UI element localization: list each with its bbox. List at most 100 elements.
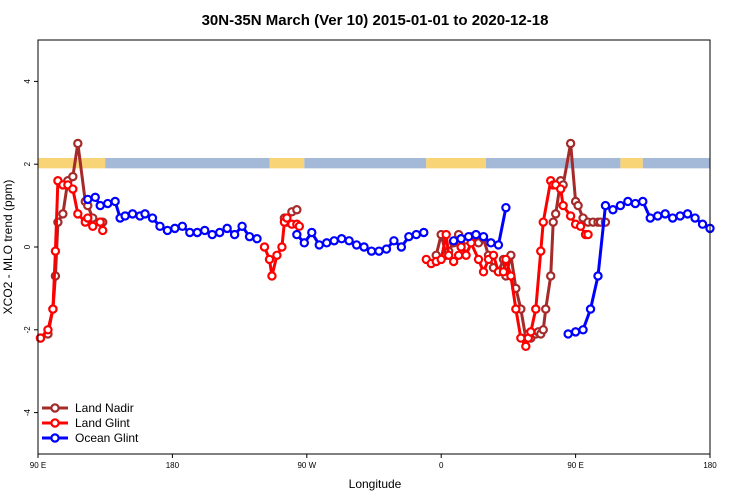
legend-label: Land Nadir bbox=[75, 401, 134, 415]
data-point-ocean-glint bbox=[630, 198, 641, 209]
x-axis-label: Longitude bbox=[349, 477, 402, 491]
y-tick-label: -4 bbox=[23, 408, 32, 416]
data-point-land-glint bbox=[98, 225, 108, 236]
y-tick-label: 4 bbox=[23, 79, 32, 84]
data-point-ocean-glint bbox=[578, 325, 588, 335]
data-point-land-glint bbox=[294, 221, 305, 231]
data-point-land-nadir bbox=[538, 325, 548, 335]
data-point-land-nadir bbox=[548, 217, 558, 227]
data-point-land-glint bbox=[277, 242, 287, 252]
data-point-land-glint bbox=[565, 211, 576, 221]
data-point-ocean-glint bbox=[615, 200, 626, 211]
data-point-land-glint bbox=[526, 327, 536, 337]
data-point-land-nadir bbox=[546, 271, 556, 281]
data-point-land-glint bbox=[272, 250, 282, 260]
data-point-ocean-glint bbox=[147, 213, 158, 223]
data-point-land-glint bbox=[453, 250, 464, 260]
band-segment-land bbox=[620, 157, 643, 169]
x-axis: 90 E 180 90 W 0 90 E 180 bbox=[30, 454, 717, 470]
band-segment-ocean bbox=[105, 157, 270, 169]
data-point-ocean-glint bbox=[411, 229, 422, 240]
data-point-ocean-glint bbox=[127, 209, 138, 219]
data-point-ocean-glint bbox=[307, 227, 317, 238]
legend-marker bbox=[50, 433, 60, 443]
data-point-ocean-glint bbox=[682, 209, 693, 219]
data-point-ocean-glint bbox=[140, 209, 150, 219]
data-point-ocean-glint bbox=[396, 242, 407, 252]
data-point-land-glint bbox=[538, 217, 548, 227]
data-point-land-glint bbox=[511, 304, 521, 314]
data-point-land-glint bbox=[264, 254, 275, 265]
data-point-ocean-glint bbox=[645, 213, 655, 223]
data-point-ocean-glint bbox=[456, 234, 466, 244]
series-land-glint bbox=[35, 176, 593, 352]
data-point-ocean-glint bbox=[244, 231, 255, 242]
x-tick-label: 90 E bbox=[30, 461, 46, 470]
data-point-ocean-glint bbox=[214, 227, 225, 238]
x-tick-label: 90 W bbox=[297, 461, 316, 470]
data-point-land-glint bbox=[50, 246, 61, 256]
data-point-land-glint bbox=[521, 341, 531, 352]
data-point-ocean-glint bbox=[493, 240, 504, 250]
data-point-ocean-glint bbox=[660, 209, 670, 219]
data-point-land-glint bbox=[583, 229, 593, 240]
data-point-land-glint bbox=[443, 250, 454, 260]
data-point-ocean-glint bbox=[83, 194, 93, 205]
legend-label: Ocean Glint bbox=[75, 431, 139, 445]
data-point-land-glint bbox=[48, 304, 58, 314]
data-point-ocean-glint bbox=[90, 192, 100, 203]
data-point-land-nadir bbox=[573, 200, 583, 211]
data-point-ocean-glint bbox=[229, 229, 240, 240]
data-point-ocean-glint bbox=[389, 236, 399, 246]
x-tick-label: 0 bbox=[439, 461, 444, 470]
series-line-land-glint bbox=[39, 179, 105, 340]
data-point-ocean-glint bbox=[110, 196, 120, 207]
legend-entry-ocean-glint: Ocean Glint bbox=[42, 431, 139, 445]
data-point-ocean-glint bbox=[653, 211, 663, 221]
y-tick-label: 0 bbox=[23, 244, 32, 249]
data-point-ocean-glint bbox=[170, 223, 180, 234]
data-point-land-nadir bbox=[73, 138, 83, 149]
data-point-ocean-glint bbox=[336, 234, 347, 244]
data-point-ocean-glint bbox=[593, 271, 603, 281]
data-point-land-glint bbox=[267, 271, 277, 281]
data-point-ocean-glint bbox=[185, 227, 195, 238]
data-point-land-glint bbox=[506, 271, 516, 281]
data-point-ocean-glint bbox=[404, 231, 414, 242]
data-point-land-glint bbox=[456, 242, 466, 252]
data-point-ocean-glint bbox=[222, 223, 232, 234]
data-point-ocean-glint bbox=[252, 234, 262, 244]
band-segment-land bbox=[38, 157, 106, 169]
data-point-ocean-glint bbox=[471, 229, 481, 240]
x-tick-label: 90 E bbox=[567, 461, 583, 470]
data-point-ocean-glint bbox=[667, 213, 678, 223]
band-segment-ocean bbox=[304, 157, 427, 169]
data-point-ocean-glint bbox=[177, 221, 188, 231]
y-tick-label: 2 bbox=[23, 161, 32, 166]
band-segment-ocean bbox=[486, 157, 621, 169]
data-point-land-glint bbox=[473, 254, 484, 265]
legend-marker bbox=[50, 418, 60, 428]
y-axis-label: XCO2 - MLO trend (ppm) bbox=[1, 180, 15, 315]
data-point-land-glint bbox=[575, 221, 586, 231]
data-point-ocean-glint bbox=[419, 227, 429, 238]
chart-title: 30N-35N March (Ver 10) 2015-01-01 to 202… bbox=[202, 12, 549, 29]
data-point-land-glint bbox=[498, 267, 509, 277]
data-point-ocean-glint bbox=[570, 327, 581, 337]
data-point-land-glint bbox=[536, 246, 546, 256]
data-point-ocean-glint bbox=[292, 229, 302, 240]
plot-frame bbox=[37, 39, 711, 455]
band-segment-land bbox=[269, 157, 305, 169]
data-point-ocean-glint bbox=[207, 229, 217, 240]
data-point-ocean-glint bbox=[237, 221, 247, 231]
data-point-ocean-glint bbox=[448, 236, 459, 246]
land-ocean-band bbox=[38, 157, 710, 169]
data-point-land-glint bbox=[95, 217, 105, 227]
data-point-land-glint bbox=[35, 333, 46, 343]
data-point-ocean-glint bbox=[162, 225, 173, 236]
data-point-ocean-glint bbox=[638, 196, 648, 207]
legend-label: Land Glint bbox=[75, 416, 130, 430]
data-point-land-glint bbox=[488, 250, 499, 260]
series-layer bbox=[35, 138, 715, 352]
